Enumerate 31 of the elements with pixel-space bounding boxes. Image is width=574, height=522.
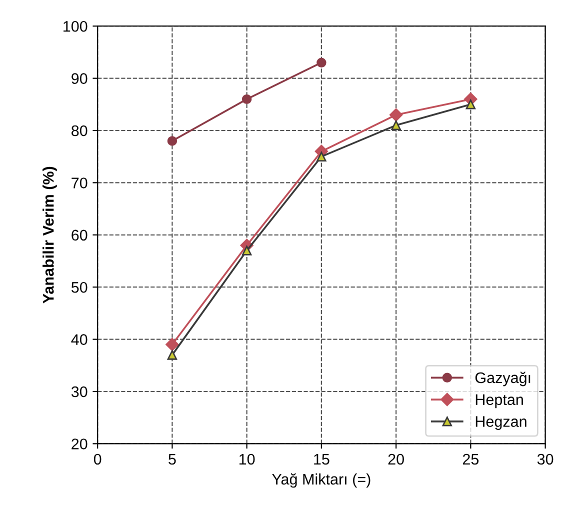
y-axis-title: Yanabilir Verim (%): [42, 166, 57, 304]
y-tick-label: 90: [72, 73, 88, 84]
x-tick-label: 30: [537, 454, 554, 465]
point: [167, 136, 178, 146]
legend-label: Gazyağı: [475, 372, 530, 386]
y-tick-label: 20: [72, 438, 88, 450]
point: [242, 94, 252, 104]
x-tick-label: 5: [168, 454, 176, 465]
x-tick-label: 20: [388, 454, 404, 465]
x-tick-label: 10: [239, 454, 255, 465]
y-tick-label: 100: [64, 20, 88, 32]
legend-label: Hegzan: [476, 416, 526, 430]
point: [389, 108, 403, 122]
point: [242, 246, 252, 256]
legend-label: Heptan: [476, 394, 523, 408]
x-axis-title: Yağ Miktarı (=): [272, 473, 370, 488]
y-tick-label: 30: [71, 386, 88, 398]
point: [316, 152, 326, 162]
point: [391, 120, 401, 130]
y-tick-label: 50: [71, 282, 88, 293]
point: [167, 350, 178, 360]
y-tick-label: 60: [72, 230, 88, 241]
x-tick-label: 0: [94, 454, 102, 465]
point: [466, 100, 476, 110]
y-tick-label: 40: [71, 334, 88, 345]
y-tick-label: 80: [72, 125, 88, 136]
point: [166, 338, 179, 352]
point: [316, 58, 326, 68]
y-tick-label: 70: [72, 178, 88, 188]
x-tick-label: 15: [314, 454, 330, 465]
x-tick-label: 25: [462, 454, 479, 465]
